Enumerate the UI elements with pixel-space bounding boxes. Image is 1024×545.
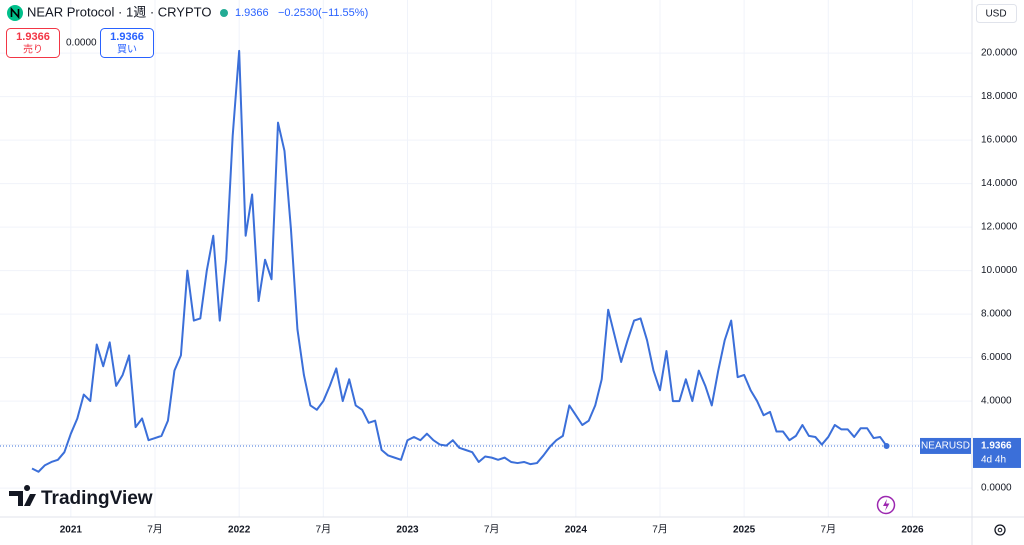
sell-button[interactable] xyxy=(6,28,60,58)
lightning-button[interactable] xyxy=(876,495,896,515)
currency: USD xyxy=(985,9,1006,20)
spread: 0.0000 xyxy=(66,38,97,49)
buy-price: 1.9366 xyxy=(110,31,144,43)
x-tick-label: 2026 xyxy=(901,525,924,536)
market-status xyxy=(220,9,228,17)
sell-label: 売り xyxy=(23,43,43,56)
symbol-tag xyxy=(920,437,971,454)
settings-button[interactable] xyxy=(994,524,1006,536)
settings-icon xyxy=(997,527,1003,533)
lightning-icon xyxy=(883,499,890,511)
y-tick-label: 8.0000 xyxy=(981,309,1012,320)
brand-logo xyxy=(9,485,36,506)
buy-button[interactable] xyxy=(100,28,154,58)
grid xyxy=(0,0,972,517)
price-tag-label: 1.9366 xyxy=(981,441,1012,452)
y-tick-label: 18.0000 xyxy=(981,91,1018,102)
countdown: 4d 4h xyxy=(981,455,1006,466)
price-tag xyxy=(973,437,1021,468)
brand[interactable]: TradingView xyxy=(41,488,153,509)
y-tick-label: 20.0000 xyxy=(981,48,1018,59)
x-tick-label: 2025 xyxy=(733,525,756,536)
x-tick-label: 7月 xyxy=(652,524,668,536)
y-tick-label: 16.0000 xyxy=(981,135,1018,146)
symbol-title[interactable]: NEAR Protocol · 1週 · CRYPTO xyxy=(27,4,211,19)
x-tick-label: 7月 xyxy=(316,524,332,536)
last-point xyxy=(883,442,890,449)
y-tick-label: 6.0000 xyxy=(981,352,1012,363)
x-tick-label: 2021 xyxy=(60,525,83,536)
x-tick-label: 2022 xyxy=(228,525,251,536)
currency-button[interactable] xyxy=(976,4,1017,23)
x-tick-label: 2024 xyxy=(565,525,588,536)
plot xyxy=(0,49,972,473)
y-tick-label: 10.0000 xyxy=(981,265,1018,276)
symbol-logo-mark xyxy=(10,6,20,20)
price-change: −0.2530 xyxy=(278,7,318,19)
buy-label: 買い xyxy=(117,44,137,56)
x-tick-label: 7月 xyxy=(484,524,500,536)
last-price: 1.9366 xyxy=(235,7,269,19)
x-tick-label: 7月 xyxy=(821,524,837,536)
axes: 0.00002.00004.00006.00008.000010.000012.… xyxy=(60,48,1021,536)
y-tick-label: 0.0000 xyxy=(981,483,1012,494)
x-tick-label: 2023 xyxy=(396,525,419,536)
x-tick-label: 7月 xyxy=(147,524,163,536)
price-line xyxy=(31,49,888,473)
y-tick-label: 14.0000 xyxy=(981,178,1018,189)
sell-price: 1.9366 xyxy=(16,31,50,43)
price-change-pct: (−11.55%) xyxy=(318,7,368,19)
y-tick-label: 4.0000 xyxy=(981,396,1012,407)
symbol-tag-label: NEARUSD xyxy=(921,441,970,452)
y-tick-label: 12.0000 xyxy=(981,222,1018,233)
